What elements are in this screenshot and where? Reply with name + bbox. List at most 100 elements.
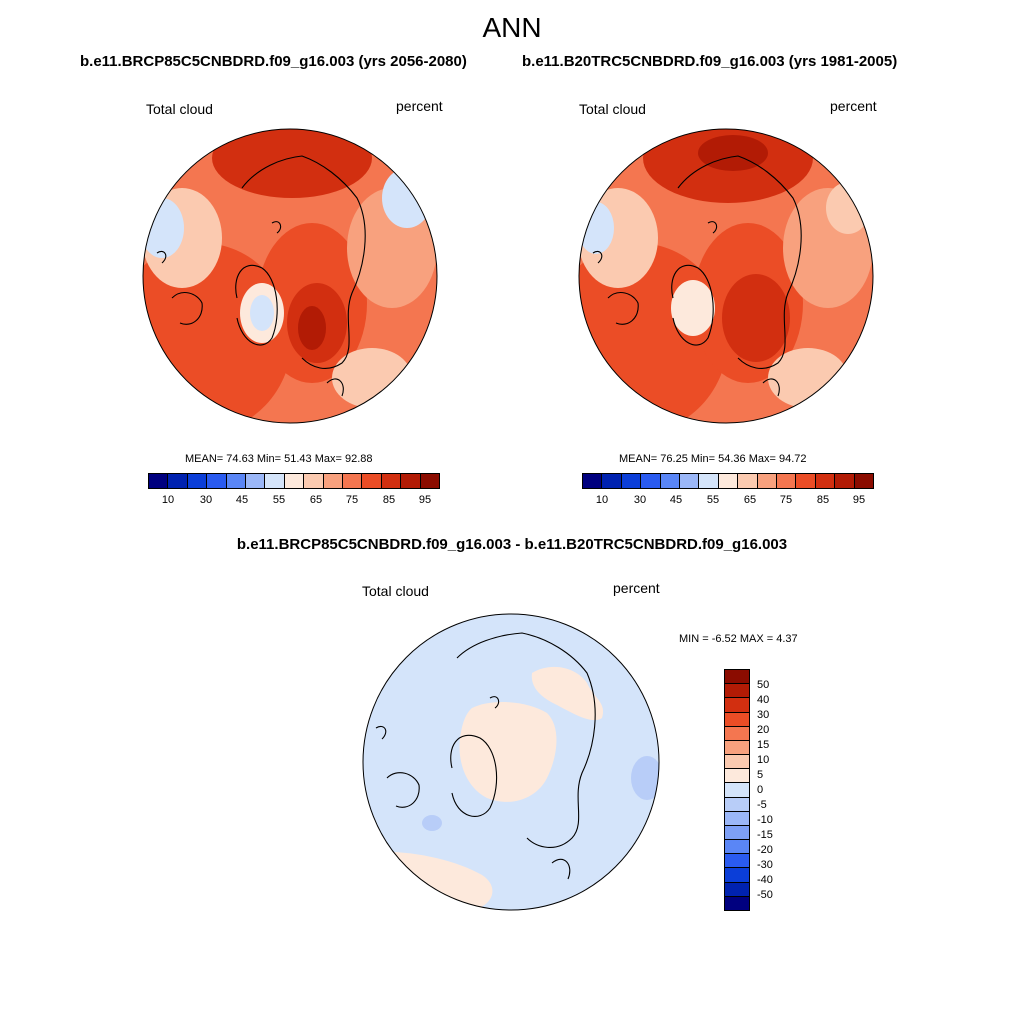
colorbar-tick: 95 (418, 494, 432, 506)
stats-right: MEAN= 76.25 Min= 54.36 Max= 94.72 (619, 453, 807, 465)
colorbar-tick: -20 (757, 844, 773, 856)
colorbar-swatch (699, 474, 719, 488)
field-band (332, 348, 412, 408)
field-band (250, 295, 274, 331)
colorbar-tick: 45 (235, 494, 249, 506)
colorbar-swatch (725, 755, 749, 770)
min-label: Min= (256, 453, 282, 465)
colorbar-swatch (246, 474, 266, 488)
colorbar-swatch (815, 474, 836, 488)
min-label: MIN = (679, 633, 709, 645)
colorbar-swatch (660, 474, 681, 488)
colorbar-tick: 10 (595, 494, 609, 506)
map-border (578, 128, 874, 424)
colorbar-swatch (725, 811, 749, 826)
colorbar-tick: 45 (669, 494, 683, 506)
colorbar-swatch (725, 726, 749, 741)
variable-label-left: Total cloud (146, 101, 213, 117)
max-value: 92.88 (344, 453, 373, 465)
mean-value: 76.25 (660, 453, 688, 465)
figure-title: ANN (482, 12, 542, 43)
field-band (298, 306, 326, 350)
colorbar-tick: 65 (743, 494, 757, 506)
colorbar-swatch (207, 474, 227, 488)
colorbar-tick: 10 (161, 494, 175, 506)
field-band (531, 666, 604, 721)
field-band (722, 274, 790, 362)
colorbar-swatch (680, 474, 700, 488)
max-label: MAX = (739, 633, 774, 645)
colorbar-tick: 85 (382, 494, 396, 506)
stats-left: MEAN= 74.63 Min= 51.43 Max= 92.88 (185, 453, 373, 465)
colorbar-swatch (854, 474, 874, 488)
colorbar-tick: 95 (852, 494, 866, 506)
colorbar-swatch (725, 797, 749, 812)
colorbar-tick: 10 (757, 754, 770, 766)
mean-value: 74.63 (226, 453, 254, 465)
colorbar-tick: 0 (757, 784, 764, 796)
colorbar-swatch (401, 474, 421, 488)
colorbar-swatch (725, 670, 749, 685)
colorbar-swatch (835, 474, 855, 488)
field-band (422, 815, 442, 831)
colorbar-tick: 15 (757, 739, 770, 751)
colorbar-tick: -10 (757, 814, 773, 826)
colorbar-swatch (718, 474, 739, 488)
colorbar-tick: -40 (757, 874, 773, 886)
field-band (631, 756, 659, 800)
colorbar-swatch (381, 474, 402, 488)
colorbar-swatch (725, 684, 749, 699)
colorbar-tick: 55 (272, 494, 286, 506)
difference-title: b.e11.BRCP85C5CNBDRD.f09_g16.003 - b.e11… (236, 536, 788, 553)
variable-label-right: Total cloud (579, 101, 646, 117)
field-band (671, 280, 715, 336)
coastline (156, 155, 366, 397)
colorbar-swatch (725, 740, 749, 756)
colorbar-tick: 5 (757, 769, 764, 781)
colorbar-swatch (284, 474, 305, 488)
case-title-left: b.e11.BRCP85C5CNBDRD.f09_g16.003 (yrs 20… (80, 53, 467, 70)
colorbar-swatch (725, 769, 749, 784)
colorbar-swatch (725, 868, 749, 883)
colorbar-swatch (304, 474, 324, 488)
min-value: 54.36 (718, 453, 746, 465)
colorbar-swatch (725, 712, 749, 727)
colorbar-swatch (738, 474, 758, 488)
colorbar-swatch (796, 474, 816, 488)
colorbar-swatch (757, 474, 778, 488)
field-band (579, 202, 614, 254)
colorbar-tick: 75 (345, 494, 359, 506)
stats-difference: MIN = -6.52 MAX = 4.37 (679, 633, 798, 645)
polar-map-right (578, 128, 874, 424)
colorbar-swatch (187, 474, 208, 488)
colorbar-swatch (362, 474, 382, 488)
colorbar-swatch (725, 825, 749, 841)
mean-label: MEAN= (619, 453, 658, 465)
max-label: Max= (748, 453, 776, 465)
colorbar-tick: 40 (757, 694, 770, 706)
colorbar-swatch (725, 783, 749, 798)
max-value: 94.72 (778, 453, 807, 465)
colorbar-tick: 65 (309, 494, 323, 506)
units-label-left: percent (396, 98, 443, 114)
colorbar-tick: 50 (757, 679, 770, 691)
field-band (143, 198, 184, 258)
field-band (768, 348, 848, 408)
field-band (698, 135, 768, 171)
colorbar-swatch (725, 854, 749, 869)
colorbar-swatch (343, 474, 363, 488)
colorbar-difference (724, 669, 750, 911)
case-title-right: b.e11.B20TRC5CNBDRD.f09_g16.003 (yrs 198… (522, 53, 898, 70)
max-label: Max= (314, 453, 342, 465)
min-value: 51.43 (284, 453, 312, 465)
colorbar-swatch (583, 474, 603, 488)
max-value: 4.37 (776, 633, 798, 645)
colorbar-tick: 30 (199, 494, 213, 506)
colorbar-swatch (777, 474, 797, 488)
colorbar-swatch (725, 698, 749, 713)
units-label-diff: percent (613, 580, 660, 596)
colorbar-tick: -15 (757, 829, 773, 841)
colorbar-tick: 20 (757, 724, 770, 736)
colorbar-swatch (168, 474, 188, 488)
colorbar-tick: 30 (633, 494, 647, 506)
